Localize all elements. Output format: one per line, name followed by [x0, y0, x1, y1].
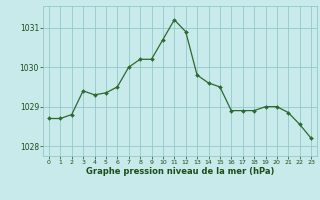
X-axis label: Graphe pression niveau de la mer (hPa): Graphe pression niveau de la mer (hPa)	[86, 167, 274, 176]
